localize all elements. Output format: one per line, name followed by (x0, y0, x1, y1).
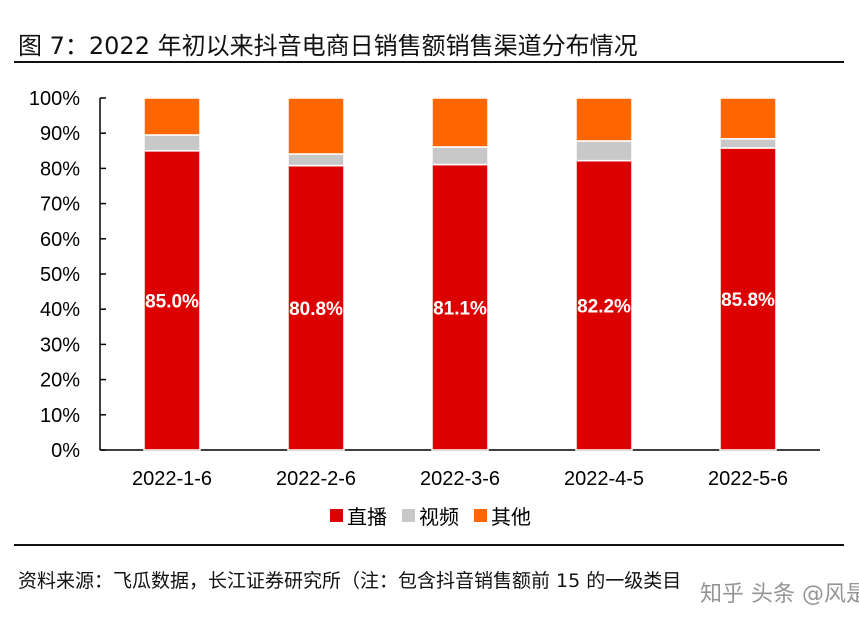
legend-swatch (474, 509, 487, 522)
x-tick-label: 2022-2-6 (276, 468, 356, 490)
figure-title: 图 7：2022 年初以来抖音电商日销售额销售渠道分布情况 (18, 32, 638, 60)
footnote-divider (14, 544, 844, 546)
data-label: 85.8% (721, 290, 775, 311)
x-tick-label: 2022-1-6 (132, 468, 212, 490)
data-label: 82.2% (577, 296, 631, 317)
data-label: 85.0% (145, 291, 199, 312)
bar-segment-视频 (287, 153, 345, 167)
x-tick-label: 2022-5-6 (708, 468, 788, 490)
x-tick-label: 2022-4-5 (564, 468, 644, 490)
bar-segment-直播 (575, 159, 633, 451)
y-tick-label: 0% (51, 440, 80, 462)
bar-segment-其他 (431, 97, 489, 148)
bar-segment-其他 (143, 97, 201, 136)
watermark: 知乎 头条 @风是 (700, 582, 859, 607)
y-tick-label: 30% (40, 334, 80, 356)
y-tick-label: 100% (29, 88, 80, 110)
y-tick-label: 60% (40, 229, 80, 251)
y-tick-label: 90% (40, 123, 80, 145)
y-tick-label: 20% (40, 370, 80, 392)
source-footnote: 资料来源：飞瓜数据，长江证券研究所（注：包含抖音销售额前 15 的一级类目 (18, 570, 682, 592)
y-tick-label: 70% (40, 194, 80, 216)
legend-item: 其他 (474, 506, 531, 529)
y-tick-label: 50% (40, 264, 80, 286)
legend-swatch (402, 509, 415, 522)
bar-segment-视频 (575, 140, 633, 162)
bar-segment-视频 (719, 138, 777, 149)
legend-swatch (330, 509, 343, 522)
y-tick-label: 10% (40, 405, 80, 427)
y-tick-label: 40% (40, 299, 80, 321)
x-tick-label: 2022-3-6 (420, 468, 500, 490)
data-label: 80.8% (289, 299, 343, 320)
bar-segment-视频 (143, 134, 201, 152)
bar-segment-其他 (575, 97, 633, 142)
legend-label: 视频 (419, 506, 459, 529)
legend-item: 直播 (330, 506, 387, 529)
legend-label: 直播 (347, 506, 387, 529)
bar-segment-其他 (287, 97, 345, 155)
legend-item: 视频 (402, 506, 459, 529)
legend-label: 其他 (491, 506, 531, 529)
bar-segment-其他 (719, 97, 777, 140)
y-tick-label: 80% (40, 158, 80, 180)
data-label: 81.1% (433, 298, 487, 319)
bar-segment-直播 (719, 147, 777, 451)
bar-segment-视频 (431, 146, 489, 166)
title-divider (14, 61, 844, 63)
